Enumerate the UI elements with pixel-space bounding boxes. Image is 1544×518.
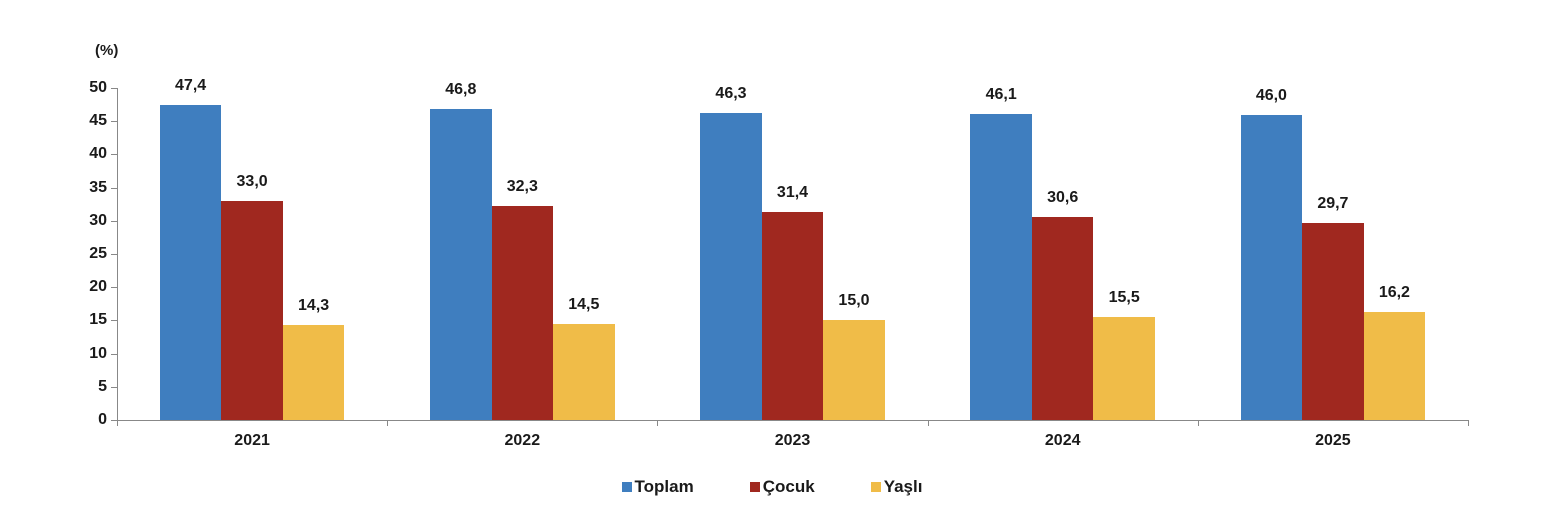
x-tick-label: 2024 (1044, 432, 1081, 449)
data-label: 29,7 (1317, 194, 1349, 212)
data-label: 46,1 (985, 85, 1017, 103)
data-label: 46,3 (715, 84, 747, 102)
x-tick-label: 2023 (774, 432, 811, 449)
x-tick-label: 2022 (504, 432, 541, 449)
legend-label: Çocuk (762, 477, 815, 496)
data-label: 16,2 (1378, 284, 1410, 302)
y-tick-label: 5 (98, 377, 107, 395)
legend-item: Toplam (621, 477, 694, 497)
x-tick (1468, 420, 1469, 426)
data-label: 14,5 (568, 295, 600, 313)
bar-toplam-2023 (700, 112, 762, 420)
y-tick-label: 45 (89, 112, 107, 130)
y-tick (111, 386, 117, 388)
y-tick-label: 30 (89, 211, 107, 229)
x-tick (1197, 420, 1199, 426)
y-tick (111, 320, 117, 322)
y-tick (111, 187, 117, 189)
y-axis-line (117, 88, 118, 420)
y-tick-label: 0 (98, 411, 107, 428)
y-tick (111, 287, 117, 289)
y-tick (111, 220, 117, 222)
bar-çocuk-2023 (761, 211, 824, 420)
x-tick-label: 2021 (234, 432, 270, 449)
data-label: 31,4 (776, 183, 809, 201)
bar-yaşlı-2024 (1093, 317, 1155, 420)
y-tick (111, 353, 117, 355)
bar-yaşlı-2025 (1363, 312, 1426, 420)
bar-yaşlı-2021 (282, 325, 345, 420)
y-tick-label: 35 (89, 178, 107, 196)
bar-çocuk-2021 (221, 200, 283, 420)
legend-swatch-icon (621, 482, 632, 492)
bar-toplam-2024 (970, 113, 1032, 420)
y-axis-unit-label: (%) (95, 42, 119, 59)
y-tick (111, 154, 117, 156)
bar-toplam-2022 (430, 109, 492, 420)
bar-yaşlı-2022 (553, 323, 615, 420)
x-tick (387, 420, 389, 426)
legend-label: Yaşlı (883, 477, 923, 496)
legend-item: Çocuk (749, 477, 815, 497)
bar-yaşlı-2023 (823, 320, 885, 420)
data-label: 47,4 (175, 77, 207, 95)
bar-çocuk-2022 (491, 205, 554, 420)
y-tick (111, 88, 117, 89)
data-label: 15,0 (838, 292, 870, 310)
data-label: 33,0 (236, 172, 268, 190)
y-tick-label: 25 (89, 245, 107, 262)
legend-label: Toplam (634, 477, 694, 496)
y-tick-label: 10 (89, 344, 107, 362)
bar-toplam-2025 (1240, 114, 1303, 420)
y-tick-label: 20 (89, 278, 107, 296)
x-tick (927, 420, 929, 426)
bar-toplam-2021 (159, 105, 222, 420)
x-axis-line (117, 420, 1468, 421)
legend-item: Yaşlı (870, 477, 923, 497)
legend: Toplam Çocuk Yaşlı (0, 477, 1544, 497)
data-label: 46,0 (1255, 86, 1287, 104)
legend-swatch-icon (870, 482, 881, 492)
y-tick-label: 50 (89, 79, 107, 96)
x-tick (657, 420, 659, 426)
data-label: 14,3 (298, 297, 330, 315)
data-label: 30,6 (1047, 188, 1079, 206)
bar-çocuk-2024 (1031, 216, 1094, 420)
data-label: 46,8 (445, 81, 477, 99)
y-tick-label: 40 (89, 145, 107, 163)
data-label: 15,5 (1108, 289, 1140, 307)
legend-swatch-icon (749, 482, 760, 492)
y-tick (111, 420, 117, 421)
y-tick (111, 121, 117, 123)
y-tick-label: 15 (89, 311, 107, 329)
data-label: 32,3 (506, 177, 538, 195)
x-tick (117, 420, 118, 426)
y-tick (111, 254, 117, 255)
x-tick-label: 2025 (1315, 432, 1351, 449)
bar-çocuk-2025 (1302, 222, 1364, 420)
